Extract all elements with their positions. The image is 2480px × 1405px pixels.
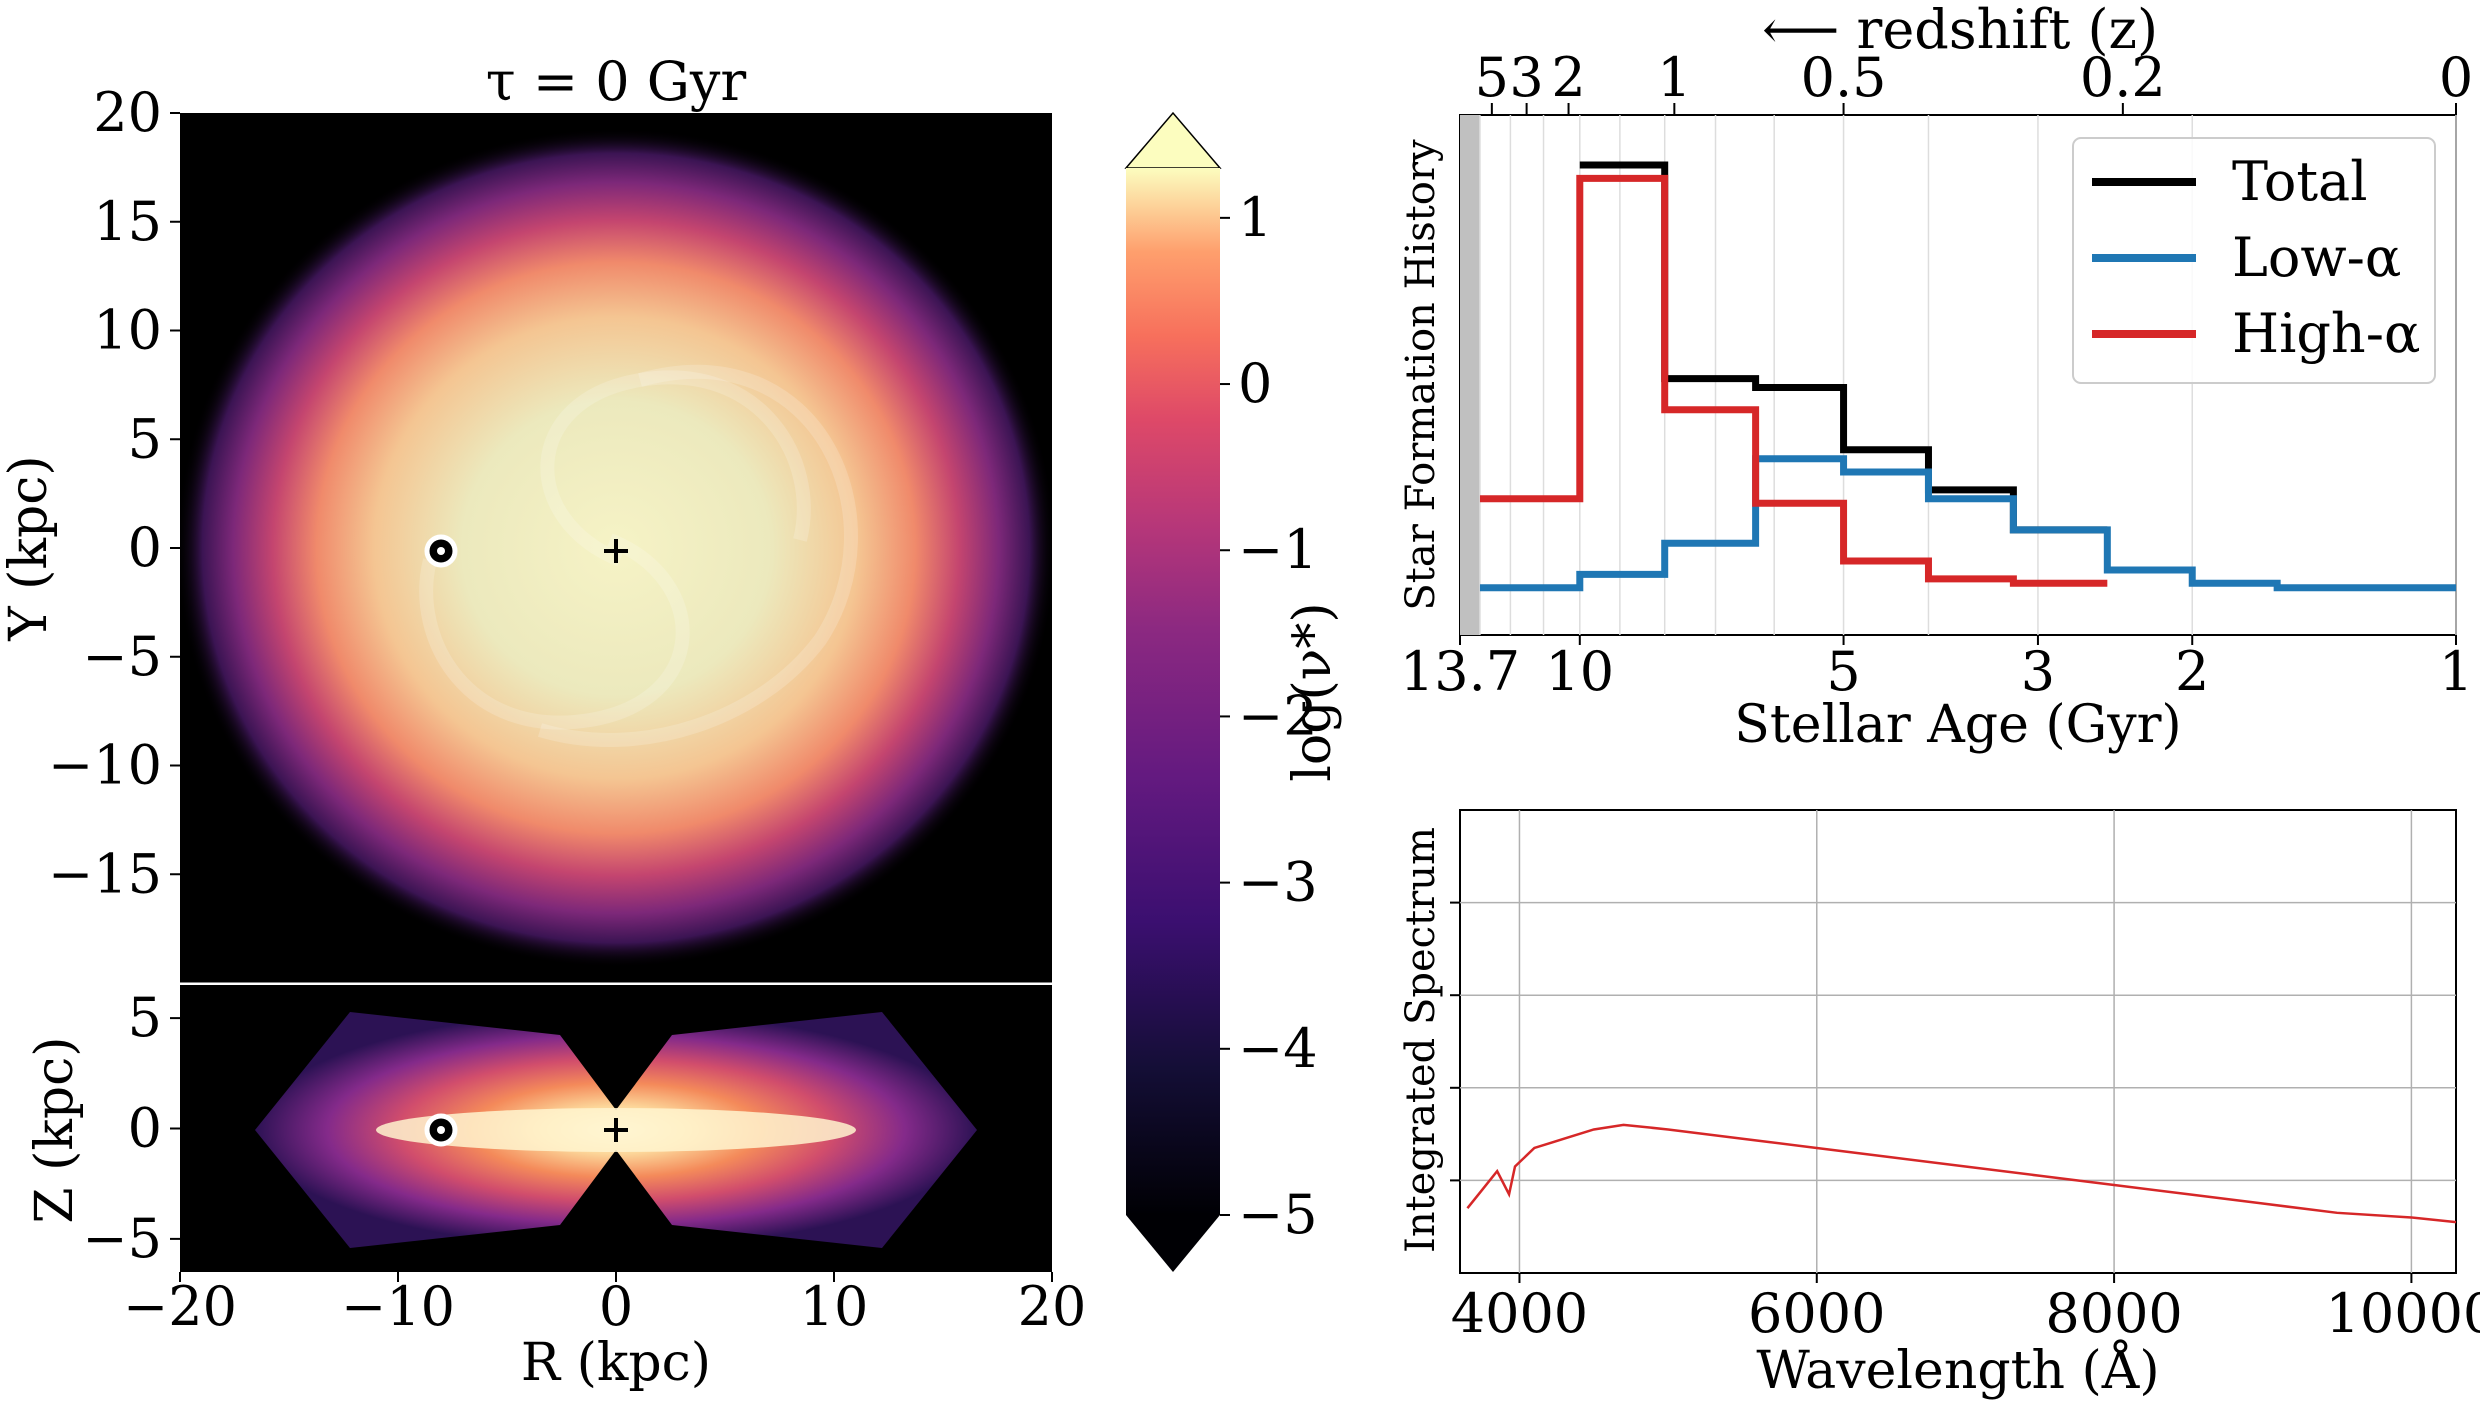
top-tick-label: 3 [1509,46,1543,109]
colorbar-extend-top [1124,111,1222,169]
sfh-series-Low-α [1479,455,2456,592]
legend-label: Low-α [2232,226,2401,289]
top-tick-label: 2 [1551,46,1585,109]
face-on-panel: τ = 0 Gyr 20 15 10 5 0 −5 −10 −15 Y (kpc) [0,50,1052,983]
y-tick-label: 15 [93,190,162,253]
top-tick-label: 0.2 [2080,46,2166,109]
colorbar-tick-label: −4 [1238,1017,1318,1080]
x-tick-label: 10 [800,1275,869,1338]
y-tick-label: 20 [93,81,162,144]
top-tick-label: 0.5 [1801,46,1887,109]
x-tick-label: −20 [123,1275,237,1338]
x-tick-label: 6000 [1748,1282,1885,1345]
y-tick-label: −5 [82,1207,162,1270]
spectrum-x-label: Wavelength (Å) [1756,1339,2159,1401]
sfh-top-ticks: 5 3 2 1 0.5 0.2 0 [1475,46,2473,115]
legend-frame [2072,137,2436,384]
x-tick-label: 20 [1018,1275,1087,1338]
sfh-x-label: Stellar Age (Gyr) [1734,695,2181,755]
x-tick-label: 10000 [2326,1282,2480,1345]
colorbar-body [1126,168,1220,1215]
legend-label: Total [2232,150,2368,213]
colorbar-tick-label: −2 [1238,684,1318,747]
x-tick-label: 8000 [2045,1282,2182,1345]
galactic-center-marker [604,539,628,563]
sfh-y-label: Star Formation History [1398,139,1444,611]
face-on-title: τ = 0 Gyr [486,50,747,113]
sfh-series [1479,161,2456,592]
top-tick-label: 5 [1475,46,1509,109]
edge-on-panel: 5 0 −5 −20 −10 0 10 20 R (kpc) Z (kpc) [25,985,1086,1393]
x-tick-label: 4000 [1451,1282,1588,1345]
x-tick-label: 2 [2175,640,2209,703]
sfh-x-ticks: 13.7 10 5 3 2 1 [1400,635,2473,703]
top-tick-label: 1 [1657,46,1691,109]
x-tick-label: 5 [1826,640,1860,703]
sfh-series-High-α [1479,174,2108,587]
y-tick-label: 5 [128,407,162,470]
x-tick-label: 10 [1545,640,1614,703]
y-tick-label: 10 [93,299,162,362]
colorbar-ticks: 1 0 −1 −2 −3 −4 −5 [1220,186,1318,1246]
sun-marker [424,534,458,568]
colorbar-tick-label: 1 [1238,186,1272,249]
sfh-panel: 13.7 10 5 3 2 1 5 3 2 1 0.5 0.2 0 ⟵ redshift (z) St… [1398,0,2473,755]
spectrum-y-label: Integrated Spectrum [1398,827,1444,1253]
sfh-legend: Total Low-α High-α [2072,137,2436,384]
colorbar: 1 0 −1 −2 −3 −4 −5 log(ν*) [1124,111,1343,1272]
colorbar-tick-label: 0 [1238,352,1272,415]
spectrum-plot-area [1459,809,2457,1274]
x-tick-label: 3 [2021,640,2055,703]
spectrum-line [1466,1123,2457,1224]
spectrum-panel: 4000 6000 8000 10000 Wavelength (Å) Integra… [1398,809,2480,1401]
legend-label: High-α [2232,302,2420,365]
colorbar-label: log(ν*) [1283,602,1343,781]
x-tick-label: 13.7 [1400,640,1520,703]
edge-on-x-ticks: −20 −10 0 10 20 [123,1272,1086,1338]
colorbar-tick-label: −3 [1238,851,1318,914]
top-tick-label: 0 [2439,46,2473,109]
galactic-center-marker [604,1118,628,1142]
spectrum-x-ticks: 4000 6000 8000 10000 [1451,1273,2480,1345]
spectrum-grid [1450,810,2456,1273]
sfh-shaded-region [1460,115,1480,635]
edge-on-y-label: Z (kpc) [25,1036,85,1223]
spiral-arms [419,364,858,747]
colorbar-tick-label: −1 [1238,518,1318,581]
x-tick-label: −10 [341,1275,455,1338]
x-tick-label: 1 [2439,640,2473,703]
colorbar-tick-label: −5 [1238,1183,1318,1246]
y-tick-label: −10 [48,734,162,797]
x-tick-label: 0 [599,1275,633,1338]
y-tick-label: −15 [48,842,162,905]
edge-on-y-ticks: 5 0 −5 [82,986,180,1270]
face-on-y-label: Y (kpc) [0,455,59,641]
edge-on-x-label: R (kpc) [521,1333,711,1393]
y-tick-label: 5 [128,986,162,1049]
y-tick-label: −5 [82,625,162,688]
face-on-y-ticks: 20 15 10 5 0 −5 −10 −15 [48,81,180,905]
sfh-top-axis-label: ⟵ redshift (z) [1762,0,2158,61]
spectrum-series [1466,1123,2457,1224]
colorbar-extend-bottom [1126,1215,1220,1272]
y-tick-label: 0 [128,1097,162,1160]
y-tick-label: 0 [128,516,162,579]
sun-marker [424,1113,458,1147]
